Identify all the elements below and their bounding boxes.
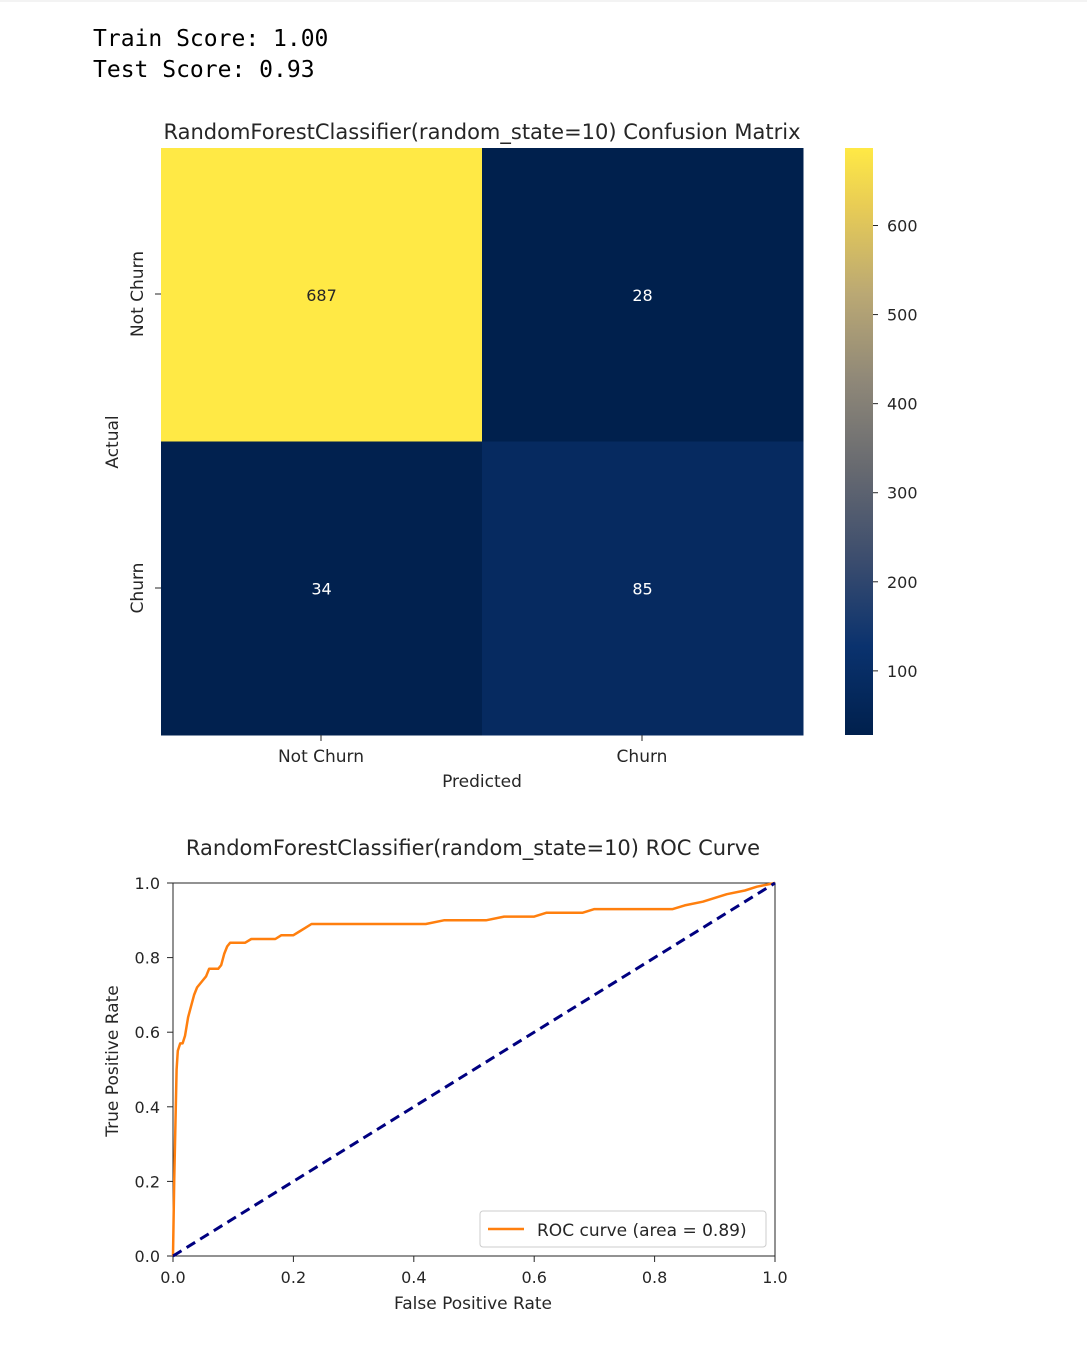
colorbar-tick-label: 500 <box>887 306 918 325</box>
colorbar-ticks: 100 200 300 400 500 600 <box>873 216 918 681</box>
roc-ytick-label: 0.4 <box>135 1098 160 1117</box>
cm-title: RandomForestClassifier(random_state=10) … <box>163 120 800 145</box>
roc-lines <box>171 881 776 1258</box>
cm-cell <box>482 148 804 442</box>
roc-xtick-label: 0.6 <box>521 1268 546 1287</box>
colorbar <box>845 148 873 735</box>
cm-cells: 687 28 34 85 <box>161 148 804 736</box>
cm-cell-value: 687 <box>306 286 337 305</box>
cm-cell <box>161 441 483 736</box>
colorbar-tick-label: 200 <box>887 573 918 592</box>
roc-xtick-label: 0.8 <box>642 1268 667 1287</box>
cm-cell-value: 34 <box>311 579 331 598</box>
cm-xtick-label: Churn <box>617 747 668 767</box>
roc-xtick-label: 0.0 <box>160 1268 185 1287</box>
roc-ytick-label: 0.2 <box>135 1172 160 1191</box>
colorbar-tick-label: 100 <box>887 662 918 681</box>
roc-ticks: 0.0 0.2 0.4 0.6 0.8 1.0 0.0 0.2 0.4 0.6 0.8 1.0 <box>135 874 788 1287</box>
roc-xtick-label: 1.0 <box>762 1268 787 1287</box>
roc-curve-chart: RandomForestClassifier(random_state=10) … <box>103 836 788 1314</box>
colorbar-tick-label: 300 <box>887 484 918 503</box>
legend-label: ROC curve (area = 0.89) <box>537 1221 747 1241</box>
confusion-matrix-chart: RandomForestClassifier(random_state=10) … <box>103 120 918 792</box>
cm-axes: Not Churn Churn Not Churn Churn Predicte… <box>103 251 667 792</box>
roc-xtick-label: 0.2 <box>281 1268 306 1287</box>
roc-title: RandomForestClassifier(random_state=10) … <box>186 836 760 861</box>
train-score-text: Train Score: 1.00 <box>93 26 329 52</box>
roc-curve-line <box>171 881 776 1257</box>
cm-cell <box>482 441 804 736</box>
roc-legend: ROC curve (area = 0.89) <box>479 1210 767 1248</box>
cm-cell <box>161 148 483 442</box>
cm-xlabel: Predicted <box>442 772 522 792</box>
roc-ylabel: True Positive Rate <box>103 985 123 1137</box>
legend-box <box>479 1210 767 1248</box>
roc-ytick-label: 0.6 <box>135 1023 160 1042</box>
cm-cell-value: 28 <box>632 286 652 305</box>
cm-xtick-label: Not Churn <box>278 747 364 767</box>
chance-diagonal-line <box>172 881 776 1258</box>
roc-ytick-label: 0.8 <box>135 949 160 968</box>
cm-ytick-label: Not Churn <box>128 251 148 337</box>
colorbar-tick-label: 600 <box>887 216 918 235</box>
roc-xtick-label: 0.4 <box>401 1268 426 1287</box>
console-output: Train Score: 1.00 Test Score: 0.93 <box>93 24 328 86</box>
cm-cell-value: 85 <box>632 579 652 598</box>
cm-ytick-label: Churn <box>128 563 148 614</box>
roc-xlabel: False Positive Rate <box>394 1294 552 1314</box>
roc-ytick-label: 1.0 <box>135 874 160 893</box>
test-score-text: Test Score: 0.93 <box>93 57 315 83</box>
roc-ytick-label: 0.0 <box>135 1247 160 1266</box>
colorbar-tick-label: 400 <box>887 395 918 414</box>
top-border <box>0 0 1087 2</box>
cm-ylabel: Actual <box>103 415 123 468</box>
